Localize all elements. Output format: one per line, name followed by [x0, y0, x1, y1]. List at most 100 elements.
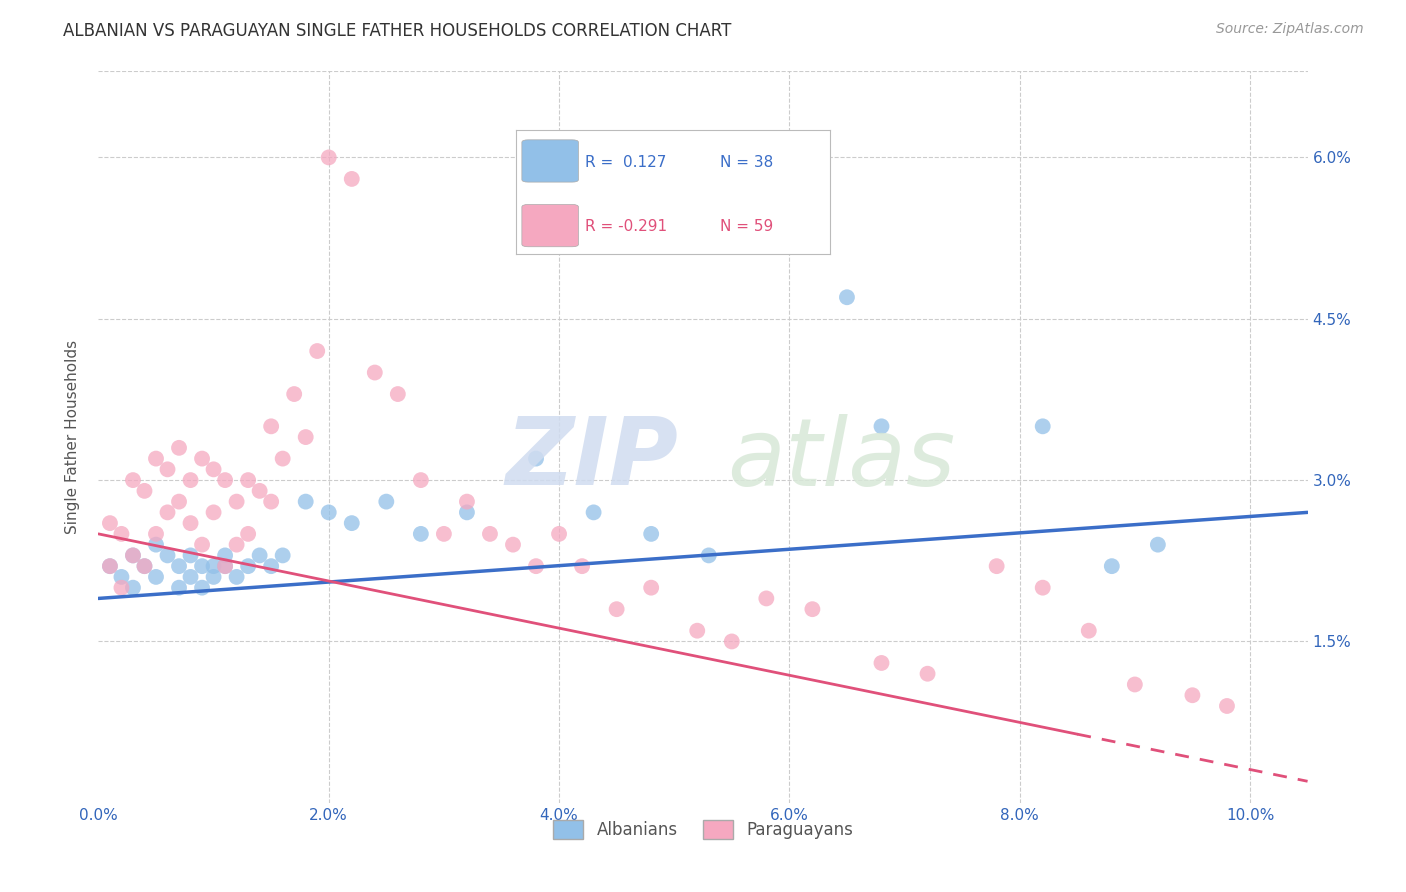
Point [214, 559, 236, 574]
Point [225, 494, 247, 508]
Point [191, 451, 214, 466]
Point [318, 505, 340, 519]
Point [375, 494, 398, 508]
Point [214, 473, 236, 487]
Point [156, 549, 179, 563]
Point [145, 527, 167, 541]
Point [307, 344, 329, 359]
Point [134, 559, 156, 574]
Point [340, 172, 363, 186]
Point [387, 387, 409, 401]
Point [271, 451, 294, 466]
Point [145, 538, 167, 552]
Point [260, 419, 283, 434]
Point [202, 570, 225, 584]
Point [122, 473, 145, 487]
Point [835, 290, 858, 304]
Point [98, 559, 121, 574]
Point [236, 559, 259, 574]
Point [409, 527, 432, 541]
Point [191, 538, 214, 552]
Point [167, 559, 190, 574]
Point [364, 366, 387, 380]
Point [202, 462, 225, 476]
Point [249, 549, 271, 563]
Point [145, 570, 167, 584]
Point [167, 581, 190, 595]
Point [1032, 581, 1054, 595]
Point [180, 473, 202, 487]
Point [318, 150, 340, 164]
Point [294, 430, 316, 444]
Point [294, 494, 316, 508]
Point [686, 624, 709, 638]
Point [697, 549, 720, 563]
Point [156, 462, 179, 476]
Point [801, 602, 824, 616]
Point [606, 602, 628, 616]
Point [122, 581, 145, 595]
Point [180, 549, 202, 563]
Point [1181, 688, 1204, 702]
Text: atlas: atlas [727, 414, 956, 505]
Point [134, 483, 156, 498]
Point [986, 559, 1008, 574]
Point [167, 441, 190, 455]
Y-axis label: Single Father Households: Single Father Households [65, 340, 80, 534]
Point [110, 527, 132, 541]
Point [283, 387, 305, 401]
Text: Source: ZipAtlas.com: Source: ZipAtlas.com [1216, 22, 1364, 37]
Point [167, 494, 190, 508]
Point [214, 549, 236, 563]
Point [870, 419, 893, 434]
Point [134, 559, 156, 574]
Point [110, 570, 132, 584]
Point [191, 559, 214, 574]
Point [1032, 419, 1054, 434]
Point [180, 516, 202, 530]
Point [260, 494, 283, 508]
Point [225, 538, 247, 552]
Point [110, 581, 132, 595]
Point [98, 516, 121, 530]
Point [98, 559, 121, 574]
Point [122, 549, 145, 563]
Point [260, 559, 283, 574]
Point [202, 559, 225, 574]
Point [202, 505, 225, 519]
Point [225, 570, 247, 584]
Point [236, 473, 259, 487]
Point [502, 538, 524, 552]
Point [180, 570, 202, 584]
Point [214, 559, 236, 574]
Point [433, 527, 456, 541]
Point [145, 451, 167, 466]
Point [571, 559, 593, 574]
Point [156, 505, 179, 519]
Point [524, 559, 547, 574]
Point [1216, 698, 1239, 713]
Point [236, 527, 259, 541]
Point [249, 483, 271, 498]
Point [640, 527, 662, 541]
Point [1147, 538, 1170, 552]
Point [870, 656, 893, 670]
Point [524, 451, 547, 466]
Point [582, 505, 605, 519]
Point [755, 591, 778, 606]
Point [340, 516, 363, 530]
Text: ALBANIAN VS PARAGUAYAN SINGLE FATHER HOUSEHOLDS CORRELATION CHART: ALBANIAN VS PARAGUAYAN SINGLE FATHER HOU… [63, 22, 731, 40]
Point [548, 527, 571, 541]
Point [478, 527, 501, 541]
Point [1077, 624, 1099, 638]
Point [640, 581, 662, 595]
Point [1123, 677, 1146, 691]
Point [917, 666, 939, 681]
Point [191, 581, 214, 595]
Point [409, 473, 432, 487]
Legend: Albanians, Paraguayans: Albanians, Paraguayans [547, 814, 859, 846]
Point [720, 634, 742, 648]
Point [122, 549, 145, 563]
Text: ZIP: ZIP [506, 413, 679, 505]
Point [456, 505, 478, 519]
